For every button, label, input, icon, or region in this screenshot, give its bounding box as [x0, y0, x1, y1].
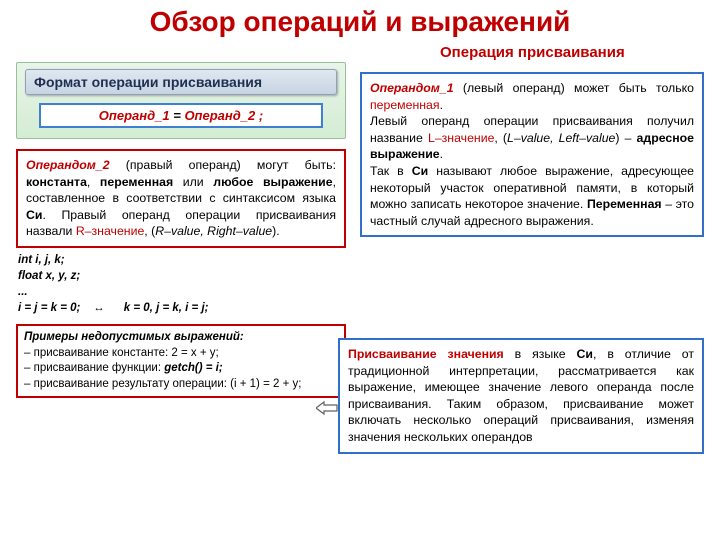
op1-r1: переменная	[370, 98, 440, 112]
format-header: Формат операции присваивания	[25, 69, 337, 95]
expr-right: Операнд_2 ;	[184, 108, 263, 123]
assign-t1: в языке	[504, 347, 577, 361]
left-arrow-icon	[316, 400, 338, 416]
format-expression: Операнд_1 = Операнд_2 ;	[39, 103, 323, 128]
bad-i2a: – присваивание функции:	[24, 362, 164, 374]
op2-b4: Си	[26, 208, 42, 222]
op2-b1: константа	[26, 175, 87, 189]
bad-examples-box: Примеры недопустимых выражений: – присва…	[16, 324, 346, 398]
op1-r2: L–значение	[428, 131, 494, 145]
code-l4a: i = j = k = 0;	[18, 302, 80, 314]
assign-t2: , в отличие от традиционной интерпретаци…	[348, 347, 694, 444]
op1-b3: Переменная	[587, 197, 662, 211]
operand2-box: Операндом_2 (правый операнд) могут быть:…	[16, 149, 346, 248]
bad-i2-fn: getch() = i;	[164, 362, 222, 374]
code-l1: int i, j, k;	[18, 252, 346, 268]
op2-b3: любое выражение	[213, 175, 332, 189]
op1-i1: L–value, Left–value	[507, 131, 615, 145]
op1-p1: (левый операнд) может быть только	[454, 81, 694, 95]
bad-i1: – присваивание константе: 2 = x + y;	[24, 346, 338, 362]
format-box: Формат операции присваивания Операнд_1 =…	[16, 62, 346, 139]
operand1-box: Операндом_1 (левый операнд) может быть т…	[360, 72, 704, 237]
op2-t3: , (	[144, 224, 155, 238]
assignment-box: Присваивание значения в языке Си, в отли…	[338, 338, 704, 454]
op2-lead: Операндом_2	[26, 158, 110, 172]
page-title: Обзор операций и выражений	[0, 0, 720, 42]
right-column: Операндом_1 (левый операнд) может быть т…	[360, 72, 704, 237]
op1-p5: ) –	[615, 131, 636, 145]
bad-i3: – присваивание результату операции: (i +…	[24, 377, 338, 393]
code-l4: i = j = k = 0; ↔ k = 0, j = k, i = j;	[18, 300, 346, 316]
arrow-icon: ↔	[93, 302, 105, 314]
op2-b2: переменная	[100, 175, 173, 189]
assign-r1: Присваивание значения	[348, 347, 504, 361]
op1-p2: .	[440, 98, 443, 112]
op1-b2: Си	[412, 164, 428, 178]
left-column: Формат операции присваивания Операнд_1 =…	[16, 62, 346, 398]
bad-i2: – присваивание функции: getch() = i;	[24, 361, 338, 377]
code-block: int i, j, k; float x, y, z; ... i = j = …	[16, 252, 346, 316]
op2-t4: ).	[272, 224, 280, 238]
code-l2: float x, y, z;	[18, 268, 346, 284]
op1-lead: Операндом_1	[370, 81, 454, 95]
op2-i1: R–value, Right–value	[155, 224, 272, 238]
op2-m1: или	[173, 175, 213, 189]
op2-r1: R–значение	[76, 224, 144, 238]
op2-s1: ,	[87, 175, 100, 189]
section-subtitle: Операция присваивания	[440, 44, 625, 61]
assign-b1: Си	[577, 347, 593, 361]
bad-title: Примеры недопустимых выражений:	[24, 330, 338, 346]
op1-p6: .	[440, 147, 443, 161]
expr-left: Операнд_1	[99, 108, 170, 123]
op1-p7: Так в	[370, 164, 412, 178]
expr-eq: =	[170, 108, 185, 123]
op2-t1: (правый операнд) могут быть:	[110, 158, 336, 172]
op1-p4: , (	[494, 131, 507, 145]
code-l3: ...	[18, 284, 346, 300]
code-l4b: k = 0, j = k, i = j;	[124, 302, 209, 314]
